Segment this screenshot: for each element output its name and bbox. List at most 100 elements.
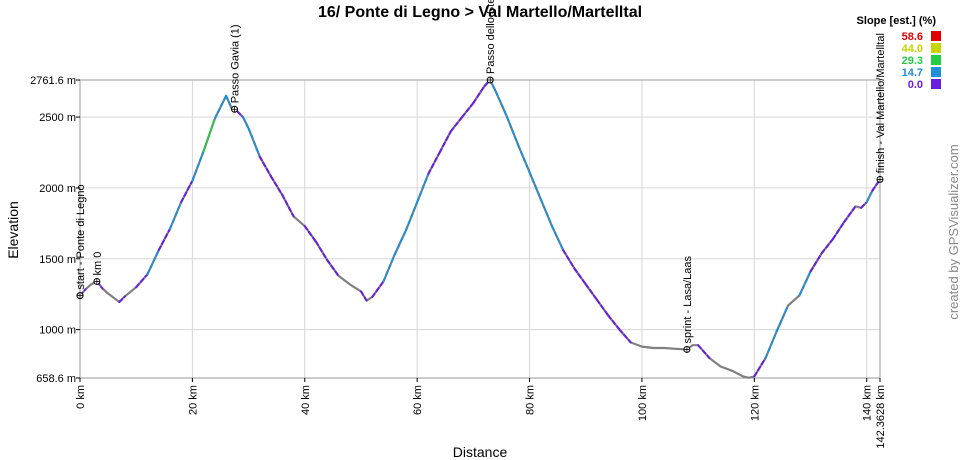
y-tick-label: 658.6 m [36, 373, 76, 385]
slope-segment [281, 194, 295, 218]
slope-segment [517, 144, 531, 174]
y-tick-label: 1000 m [39, 325, 76, 337]
slope-segment [247, 127, 261, 158]
legend-swatch [931, 55, 941, 65]
slope-segment [135, 273, 149, 289]
slope-segment [573, 267, 587, 286]
slope-segment [241, 116, 250, 130]
slope-segment [860, 201, 868, 209]
waypoint-marker: finish - Val Martello/Martelltal [875, 33, 887, 183]
waypoint-label: km 0 [92, 252, 104, 276]
slope-segment [118, 295, 126, 303]
plot-frame [79, 79, 881, 379]
slope-segment [146, 249, 160, 276]
x-axis-label: Distance [453, 444, 508, 460]
legend-value: 14.7 [902, 67, 923, 79]
x-tick-label: 40 km [300, 385, 312, 415]
slope-segment [607, 314, 621, 331]
legend-value: 29.3 [902, 55, 923, 67]
waypoint-label: start - Ponte di Legno [75, 184, 87, 289]
x-tick-label: 0 km [75, 385, 87, 409]
y-tick-label: 1500 m [39, 254, 76, 266]
waypoint-marker: km 0 [92, 252, 104, 285]
waypoint-label: Passo Gavia (1) [230, 24, 242, 103]
y-tick-label: 2000 m [39, 183, 76, 195]
slope-segment [382, 253, 396, 283]
slope-segment [494, 90, 509, 119]
slope-segment [832, 220, 846, 240]
x-tick-label: 20 km [187, 385, 199, 415]
slope-segment [303, 225, 318, 243]
slope-segment [416, 172, 430, 204]
slope-segment [697, 344, 711, 359]
slope-segment [427, 151, 441, 175]
slope-segment [202, 117, 216, 153]
slope-segment [404, 201, 419, 232]
legend-value: 58.6 [902, 31, 923, 43]
slope-segment [461, 101, 475, 119]
y-tick-label: 2761.6 m [30, 75, 76, 87]
x-axis-ticks: 0 km 20 km 40 km 60 km 80 km 100 km 120 km 140 … [75, 378, 887, 449]
slope-segment [326, 259, 340, 277]
waypoint-label: sprint - Lasa/Laas [682, 256, 694, 344]
slope-segment [438, 130, 452, 154]
slope-segment [595, 298, 610, 317]
slope-segment [551, 225, 565, 252]
legend-swatch [931, 31, 941, 41]
y-tick-label: 2500 m [39, 112, 76, 124]
slope-segment [225, 94, 233, 110]
slope-segment [472, 84, 486, 104]
slope-segment [528, 171, 542, 201]
slope-segment [753, 356, 767, 378]
waypoint-label: finish - Val Martello/Martelltal [875, 33, 887, 173]
legend-value: 44.0 [902, 43, 923, 55]
slope-segment [236, 110, 244, 119]
waypoint-markers: start - Ponte di Legno km 0 Passo Gavia (1… [75, 0, 887, 353]
plot-border [79, 79, 881, 379]
slope-segment [191, 150, 205, 182]
slope-legend: Slope [est.] (%) 58.644.029.314.70.0 [857, 15, 941, 91]
elevation-line-group [79, 78, 881, 379]
slope-segment [775, 304, 790, 333]
waypoint-marker: Passo dello Stelvio [485, 0, 497, 84]
waypoint-marker: start - Ponte di Legno [75, 184, 87, 300]
slope-segment [820, 237, 835, 255]
legend-swatch [931, 43, 941, 53]
credit-text: created by GPSVisualizer.com [946, 144, 960, 319]
slope-segment [539, 198, 554, 228]
y-axis-ticks: 658.6 m 1000 m 1500 m 2000 m 2500 m 2761.6 m [30, 75, 80, 385]
slope-segment [359, 290, 368, 302]
slope-segment [168, 201, 183, 231]
slope-segment [315, 240, 329, 262]
slope-segment [180, 179, 194, 204]
x-tick-label: 120 km [749, 385, 761, 421]
slope-segment [865, 189, 874, 204]
legend-value: 0.0 [908, 79, 923, 91]
slope-segment [213, 94, 228, 120]
chart-title: 16/ Ponte di Legno > Val Martello/Martel… [318, 4, 642, 21]
slope-segment [562, 249, 576, 270]
waypoint-label: Passo dello Stelvio [485, 0, 497, 74]
slope-segment [270, 175, 284, 197]
legend-title: Slope [est.] (%) [857, 15, 937, 27]
slope-segment [584, 283, 598, 301]
legend-swatch [931, 79, 941, 89]
slope-segment [798, 270, 812, 297]
x-tick-label: 142.3628 km [875, 385, 887, 449]
x-tick-label: 80 km [525, 385, 537, 415]
y-axis-label: Elevation [5, 201, 21, 259]
slope-segment [157, 228, 171, 252]
slope-segment [393, 229, 407, 256]
waypoint-marker: sprint - Lasa/Laas [682, 256, 694, 353]
legend-swatch [931, 67, 941, 77]
x-tick-label: 100 km [637, 385, 649, 421]
slope-segment [258, 155, 273, 178]
slope-segment [506, 116, 520, 147]
x-tick-label: 60 km [412, 385, 424, 415]
slope-segment [764, 330, 778, 359]
slope-segment [809, 252, 823, 273]
slope-segment [618, 328, 632, 344]
slope-segment [843, 205, 857, 223]
